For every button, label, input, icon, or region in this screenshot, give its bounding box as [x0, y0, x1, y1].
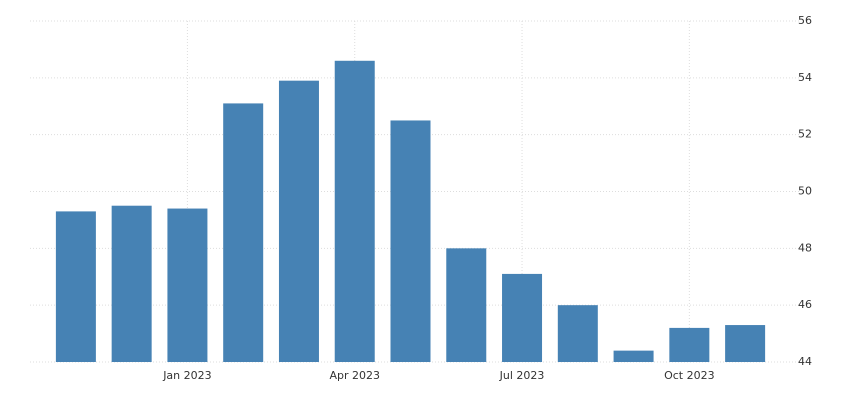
bar	[55, 211, 96, 362]
bar	[278, 80, 319, 363]
y-tick-label: 56	[798, 14, 812, 27]
y-tick-label: 48	[798, 241, 812, 254]
bar	[167, 208, 208, 362]
y-tick-label: 52	[798, 128, 812, 141]
bar	[502, 273, 543, 362]
bar	[725, 325, 766, 362]
x-tick-label: Apr 2023	[329, 369, 380, 382]
y-tick-label: 44	[798, 355, 812, 368]
x-tick-label: Jul 2023	[499, 369, 545, 382]
y-tick-label: 54	[798, 71, 812, 84]
bar	[613, 350, 654, 362]
bar	[557, 305, 598, 362]
y-tick-label: 46	[798, 298, 812, 311]
bar	[334, 60, 375, 363]
bar	[669, 327, 710, 362]
bar	[446, 248, 487, 362]
bar	[111, 205, 152, 362]
bar	[390, 120, 431, 362]
bar	[223, 103, 264, 363]
x-tick-label: Oct 2023	[664, 369, 715, 382]
x-tick-label: Jan 2023	[162, 369, 211, 382]
y-tick-label: 50	[798, 185, 812, 198]
